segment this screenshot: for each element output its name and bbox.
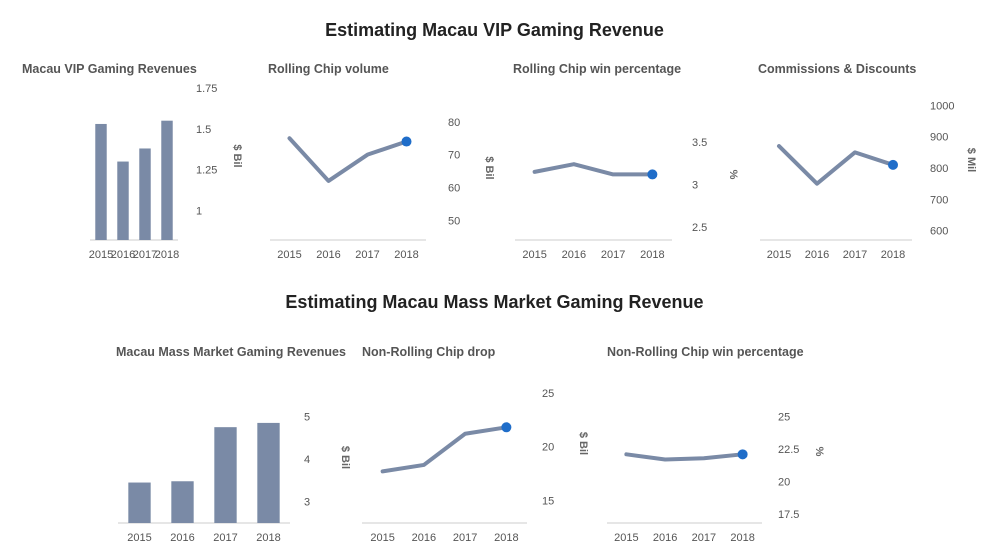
x-tick-label: 2018 xyxy=(256,532,280,544)
y-axis-unit-label: $ Mil xyxy=(965,148,977,172)
y-axis-unit-label: $ Bil xyxy=(577,432,589,455)
bar xyxy=(139,148,151,240)
y-tick-label: 20 xyxy=(542,442,554,454)
x-tick-label: 2017 xyxy=(355,249,379,261)
x-tick-label: 2018 xyxy=(394,249,418,261)
bar xyxy=(257,422,280,523)
y-tick-label: 3.5 xyxy=(692,137,707,149)
x-tick-label: 2017 xyxy=(692,532,716,544)
x-tick-label: 2017 xyxy=(843,249,867,261)
y-tick-label: 25 xyxy=(778,412,790,424)
y-axis-unit-label: $ Bil xyxy=(339,446,351,469)
last-point-marker xyxy=(888,159,898,170)
x-tick-label: 2015 xyxy=(370,532,394,544)
y-tick-label: 1.75 xyxy=(196,83,217,95)
series-line xyxy=(287,136,409,183)
last-point-marker xyxy=(401,136,412,147)
x-tick-label: 2018 xyxy=(494,532,518,544)
y-tick-label: 1.25 xyxy=(196,165,217,177)
chart-mass-revenue: 2015 2016 2017 2018 5 4 3 $ Bil xyxy=(118,412,351,544)
x-tick-label: 2015 xyxy=(89,249,113,261)
x-tick-label: 2016 xyxy=(170,532,194,544)
x-tick-label: 2015 xyxy=(277,249,301,261)
series-line xyxy=(532,162,655,177)
chart-rolling-chip-win: 2015 2016 2017 2018 3.5 3 2.5% xyxy=(515,137,739,261)
y-tick-label: 3 xyxy=(304,497,310,509)
chart-title-non-rolling-chip-drop: Non-Rolling Chip drop xyxy=(362,345,496,359)
y-tick-label: 700 xyxy=(930,194,948,206)
x-tick-label: 2015 xyxy=(767,249,791,261)
x-tick-label: 2016 xyxy=(111,249,135,261)
chart-rolling-chip-volume: 2015 2016 2017 2018 80 70 60 50 $ Bil xyxy=(270,117,495,261)
y-tick-label: 1 xyxy=(196,206,202,218)
x-tick-label: 2016 xyxy=(412,532,436,544)
x-tick-label: 2015 xyxy=(522,249,546,261)
x-tick-label: 2017 xyxy=(601,249,625,261)
y-tick-label: 800 xyxy=(930,163,948,175)
chart-title-commissions-discounts: Commissions & Discounts xyxy=(758,62,917,76)
x-tick-label: 2016 xyxy=(805,249,829,261)
series-line xyxy=(777,144,895,186)
y-tick-label: 5 xyxy=(304,412,310,424)
y-tick-label: 17.5 xyxy=(778,509,799,521)
chart-title-rolling-chip-win: Rolling Chip win percentage xyxy=(513,62,682,76)
chart-title-mass-revenue: Macau Mass Market Gaming Revenues xyxy=(116,345,346,359)
y-tick-label: 20 xyxy=(778,477,790,489)
x-tick-label: 2016 xyxy=(316,249,340,261)
chart-title-vip-revenue: Macau VIP Gaming Revenues xyxy=(22,62,197,76)
y-tick-label: 600 xyxy=(930,226,948,238)
x-tick-label: 2018 xyxy=(730,532,754,544)
x-tick-label: 2017 xyxy=(453,532,477,544)
chart-commissions-discounts: 2015 2016 2017 2018 1000 900 800 700 600 $ Mil xyxy=(760,100,977,261)
y-tick-label: 4 xyxy=(304,454,310,466)
last-point-marker xyxy=(737,449,748,460)
y-tick-label: 25 xyxy=(542,388,554,400)
y-axis-unit-label: $ Bil xyxy=(231,144,243,167)
y-axis-unit-label: % xyxy=(813,447,825,457)
x-tick-label: 2017 xyxy=(213,532,237,544)
chart-title-non-rolling-chip-win: Non-Rolling Chip win percentage xyxy=(607,345,804,359)
y-tick-label: 900 xyxy=(930,132,948,144)
bar xyxy=(214,427,237,523)
x-tick-label: 2017 xyxy=(133,249,157,261)
y-tick-label: 15 xyxy=(542,495,554,507)
y-axis-unit-label: $ Bil xyxy=(483,156,495,179)
chart-non-rolling-chip-win: 2015 2016 2017 2018 25 22.5 20 17.5% xyxy=(607,412,825,544)
x-tick-label: 2016 xyxy=(653,532,677,544)
y-tick-label: 80 xyxy=(448,117,460,129)
series-line xyxy=(380,425,509,474)
x-tick-label: 2018 xyxy=(155,249,179,261)
y-tick-label: 50 xyxy=(448,215,460,227)
y-tick-label: 3 xyxy=(692,180,698,192)
y-tick-label: 1.5 xyxy=(196,124,211,136)
y-axis-unit-label: % xyxy=(727,170,739,180)
y-tick-label: 70 xyxy=(448,150,460,162)
x-tick-label: 2015 xyxy=(127,532,151,544)
x-tick-label: 2018 xyxy=(881,249,905,261)
x-tick-label: 2018 xyxy=(640,249,664,261)
y-tick-label: 22.5 xyxy=(778,444,799,456)
series-line xyxy=(624,452,745,462)
bar xyxy=(161,120,173,240)
bar xyxy=(171,481,194,523)
chart-title-rolling-chip-volume: Rolling Chip volume xyxy=(268,62,389,76)
bar xyxy=(95,123,107,240)
x-tick-label: 2015 xyxy=(614,532,638,544)
bar xyxy=(117,161,129,240)
bar xyxy=(128,482,151,523)
y-tick-label: 2.5 xyxy=(692,222,707,234)
last-point-marker xyxy=(647,169,658,180)
last-point-marker xyxy=(501,422,512,433)
x-tick-label: 2016 xyxy=(562,249,586,261)
y-tick-label: 1000 xyxy=(930,100,954,112)
mass-section-title: Estimating Macau Mass Market Gaming Reve… xyxy=(285,292,704,312)
vip-section-title: Estimating Macau VIP Gaming Revenue xyxy=(325,20,664,40)
y-tick-label: 60 xyxy=(448,182,460,194)
